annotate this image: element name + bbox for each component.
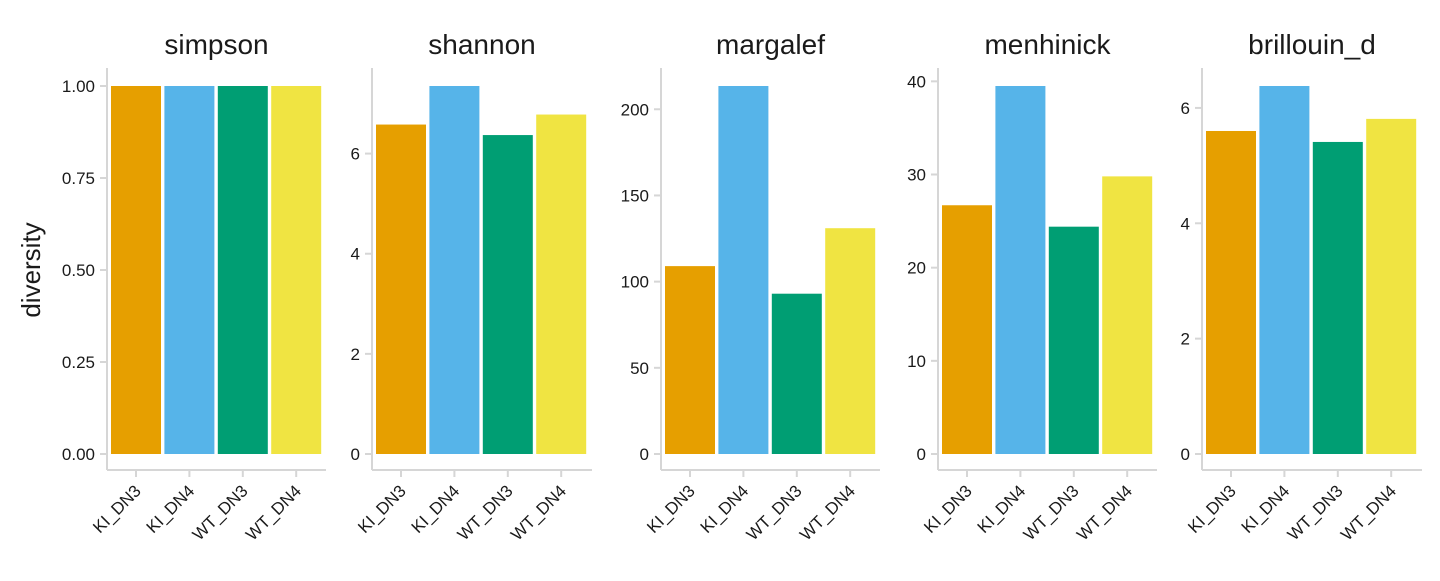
x-tick-label: KI_DN3 xyxy=(920,481,976,537)
y-tick-label: 2 xyxy=(351,345,360,364)
y-tick-label: 6 xyxy=(351,145,360,164)
x-tick-label: WT_DN3 xyxy=(1020,481,1083,544)
bar-shannon-KI_DN4 xyxy=(429,86,480,454)
bar-simpson-KI_DN3 xyxy=(111,86,161,454)
x-tick-label: WT_DN3 xyxy=(189,481,252,544)
x-tick-label: WT_DN3 xyxy=(454,481,517,544)
bar-shannon-KI_DN3 xyxy=(376,124,426,455)
panel-margalef: 050100150200KI_DN3KI_DN4WT_DN3WT_DN4marg… xyxy=(621,29,880,544)
bar-menhinick-KI_DN4 xyxy=(995,86,1046,454)
panel-simpson: 0.000.250.500.751.00KI_DN3KI_DN4WT_DN3WT… xyxy=(62,29,326,544)
y-tick-label: 0.75 xyxy=(62,169,95,188)
bar-margalef-KI_DN3 xyxy=(665,266,715,454)
x-tick-label: KI_DN3 xyxy=(1184,481,1240,537)
y-tick-label: 0 xyxy=(640,445,649,464)
panel-title: simpson xyxy=(164,29,268,60)
y-tick-label: 40 xyxy=(907,72,926,91)
x-tick-label: KI_DN3 xyxy=(89,481,145,537)
bar-menhinick-KI_DN3 xyxy=(942,205,992,454)
y-tick-label: 10 xyxy=(907,352,926,371)
x-tick-label: WT_DN4 xyxy=(242,481,305,544)
panel-title: shannon xyxy=(428,29,535,60)
y-tick-label: 0.00 xyxy=(62,445,95,464)
bar-simpson-WT_DN4 xyxy=(271,86,322,454)
x-tick-label: WT_DN4 xyxy=(1337,481,1400,544)
y-tick-label: 20 xyxy=(907,259,926,278)
y-tick-label: 2 xyxy=(1181,330,1190,349)
y-tick-label: 30 xyxy=(907,166,926,185)
y-tick-label: 0 xyxy=(351,445,360,464)
bar-shannon-WT_DN3 xyxy=(482,135,533,455)
bar-brillouin_d-KI_DN4 xyxy=(1259,86,1310,454)
y-tick-label: 50 xyxy=(630,359,649,378)
y-tick-label: 1.00 xyxy=(62,77,95,96)
y-tick-label: 4 xyxy=(351,245,360,264)
y-tick-label: 6 xyxy=(1181,99,1190,118)
panel-menhinick: 010203040KI_DN3KI_DN4WT_DN3WT_DN4menhini… xyxy=(907,29,1157,544)
bar-brillouin_d-WT_DN4 xyxy=(1366,118,1417,454)
y-tick-label: 200 xyxy=(621,100,649,119)
x-tick-label: WT_DN4 xyxy=(796,481,859,544)
bar-margalef-KI_DN4 xyxy=(718,86,769,454)
bar-simpson-KI_DN4 xyxy=(164,86,215,454)
y-tick-label: 100 xyxy=(621,273,649,292)
y-tick-label: 0 xyxy=(1181,445,1190,464)
y-tick-label: 150 xyxy=(621,186,649,205)
bar-brillouin_d-KI_DN3 xyxy=(1206,130,1256,454)
y-tick-label: 0.50 xyxy=(62,261,95,280)
bar-shannon-WT_DN4 xyxy=(536,114,587,455)
y-tick-label: 4 xyxy=(1181,214,1190,233)
bar-margalef-WT_DN3 xyxy=(771,293,822,454)
bar-menhinick-WT_DN3 xyxy=(1048,226,1099,454)
bar-brillouin_d-WT_DN3 xyxy=(1312,141,1363,455)
x-tick-label: WT_DN3 xyxy=(743,481,806,544)
x-tick-label: WT_DN4 xyxy=(507,481,570,544)
x-tick-label: KI_DN3 xyxy=(354,481,410,537)
panel-title: menhinick xyxy=(984,29,1111,60)
y-axis-label: diversity xyxy=(16,222,46,317)
y-tick-label: 0 xyxy=(917,445,926,464)
x-tick-label: WT_DN3 xyxy=(1284,481,1347,544)
panel-title: brillouin_d xyxy=(1248,29,1376,60)
x-tick-label: KI_DN3 xyxy=(643,481,699,537)
bar-simpson-WT_DN3 xyxy=(217,86,268,454)
bar-margalef-WT_DN4 xyxy=(825,228,876,454)
x-tick-label: WT_DN4 xyxy=(1073,481,1136,544)
bar-menhinick-WT_DN4 xyxy=(1102,176,1153,454)
y-tick-label: 0.25 xyxy=(62,353,95,372)
panel-title: margalef xyxy=(716,29,825,60)
